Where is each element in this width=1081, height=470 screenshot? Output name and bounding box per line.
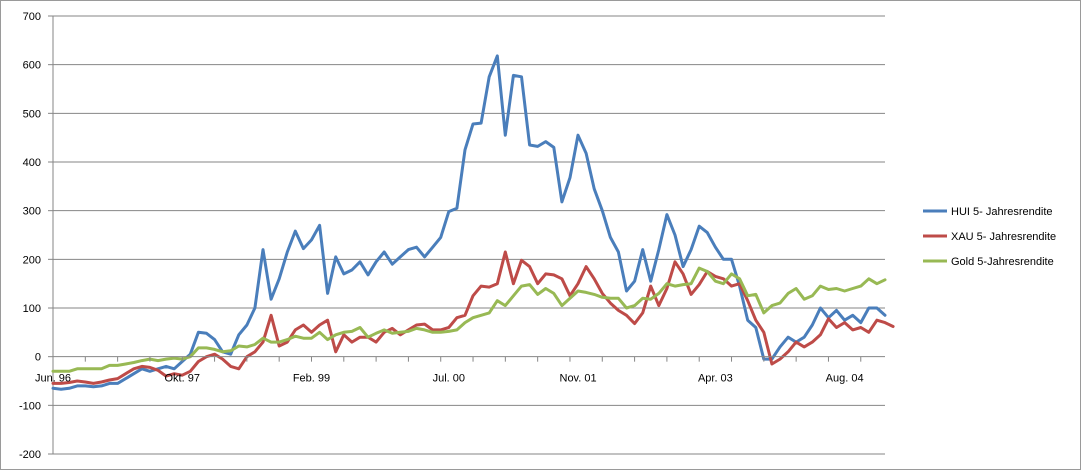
legend-label: XAU 5- Jahresrendite [951, 231, 1056, 243]
legend-item: Gold 5-Jahresrendite [923, 256, 1054, 268]
x-tick-label: Nov. 01 [560, 373, 597, 385]
data-series [51, 54, 895, 391]
y-tick-label: 400 [23, 157, 41, 169]
y-tick-label: -100 [19, 400, 41, 412]
x-tick-label: Jul. 00 [433, 373, 465, 385]
legend-label: HUI 5- Jahresrendite [951, 206, 1053, 218]
x-tick-label: Jun. 96 [35, 373, 71, 385]
y-axis-tick-labels: 700 600 500 400 300 200 100 0 -100 -200 [19, 11, 41, 461]
series-3 [51, 266, 887, 373]
legend-item: XAU 5- Jahresrendite [923, 231, 1056, 243]
y-tick-label: 600 [23, 60, 41, 72]
y-tick-label: 100 [23, 303, 41, 315]
series-line [51, 54, 887, 391]
y-tick-label: 700 [23, 11, 41, 23]
x-tick-label: Feb. 99 [293, 373, 330, 385]
series-1 [51, 54, 887, 391]
gridlines [48, 15, 885, 455]
legend: HUI 5- Jahresrendite XAU 5- Jahresrendite… [923, 206, 1056, 268]
y-tick-label: 500 [23, 108, 41, 120]
legend-label: Gold 5-Jahresrendite [951, 256, 1054, 268]
series-line [51, 266, 887, 373]
legend-item: HUI 5- Jahresrendite [923, 206, 1053, 218]
y-tick-label: 300 [23, 206, 41, 218]
x-tick-label: Aug. 04 [826, 373, 864, 385]
y-tick-label: -200 [19, 449, 41, 461]
x-tick-label: Okt. 97 [165, 373, 200, 385]
y-tick-label: 0 [35, 352, 41, 364]
x-tick-label: Apr. 03 [698, 373, 733, 385]
series-2 [51, 250, 895, 385]
y-tick-label: 200 [23, 254, 41, 266]
x-axis-tick-labels: Jun. 96 Okt. 97 Feb. 99 Jul. 00 Nov. 01 Apr. … [35, 356, 864, 385]
